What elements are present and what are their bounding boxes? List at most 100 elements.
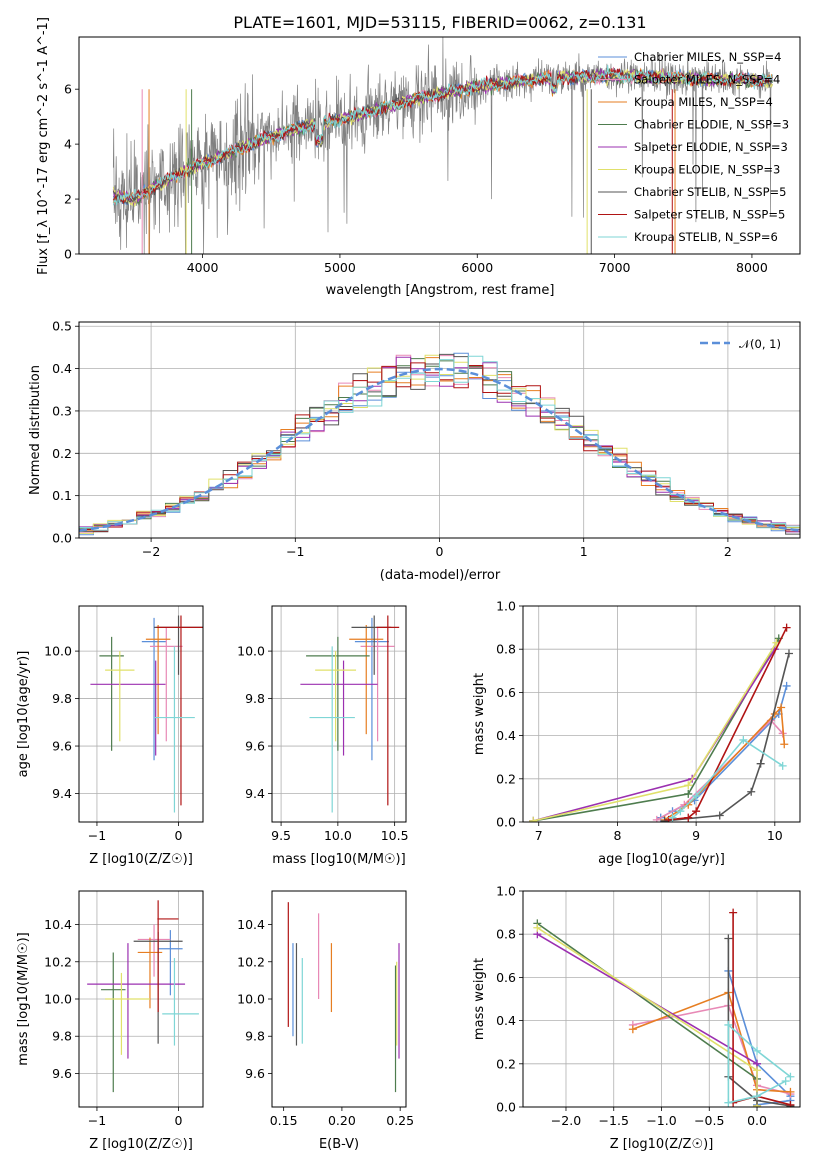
y-tick-label: 10.0 — [44, 992, 72, 1007]
y-tick-label: 9.8 — [245, 1029, 265, 1044]
plot-mass-vs-Z: −1 0 9.6 9.8 10.0 10.2 10.4 Z [log10(Z/Z☉)] mass… — [16, 891, 203, 1152]
plot-ebv: 0.15 0.20 0.25 9.6 9.8 10.0 10.2 10.4 E(B-V) — [237, 891, 414, 1152]
x-axis-label: mass [log10(M/M☉)] — [272, 852, 405, 867]
y-tick-label: 6 — [64, 82, 72, 97]
mass-weight-line — [537, 923, 757, 1106]
mass-weight-marker — [529, 817, 537, 825]
y-tick-label: 2 — [64, 192, 72, 207]
x-tick-label: 4000 — [187, 260, 219, 275]
x-axis-label: Z [log10(Z/Z☉)] — [89, 1137, 193, 1152]
x-tick-label: 10.5 — [381, 828, 409, 843]
y-tick-label: 9.6 — [245, 739, 265, 754]
y-tick-label: 1.0 — [496, 599, 516, 614]
x-axis-label: wavelength [Angstrom, rest frame] — [326, 283, 555, 298]
x-tick-label: 1 — [580, 544, 588, 559]
x-tick-label: 7000 — [599, 260, 631, 275]
y-tick-label: 0.8 — [496, 927, 516, 942]
x-tick-label: 10 — [767, 828, 783, 843]
y-axis-label: mass weight — [472, 958, 487, 1040]
y-axis-label: Normed distribution — [28, 365, 43, 495]
y-tick-label: 9.6 — [245, 1066, 265, 1081]
x-tick-label: −1 — [88, 1113, 106, 1128]
x-tick-label: −1.0 — [646, 1113, 676, 1128]
legend-label: Kroupa ELODIE, N_SSP=3 — [634, 163, 780, 177]
plot-content — [300, 615, 399, 812]
plot-spectrum: 4000 5000 6000 7000 8000 0 2 4 6 PLATE=1601, MJD=… — [36, 13, 800, 298]
y-tick-label: 10.2 — [237, 954, 265, 969]
y-tick-label: 0.2 — [496, 771, 516, 786]
x-tick-label: 8 — [613, 828, 621, 843]
mass-weight-marker — [785, 650, 793, 658]
legend-label: Chabrier ELODIE, N_SSP=3 — [634, 118, 789, 132]
x-axis-label: age [log10(age/yr)] — [598, 852, 725, 867]
chart-title: PLATE=1601, MJD=53115, FIBERID=0062, z=0… — [233, 13, 646, 32]
legend-label: Chabrier STELIB, N_SSP=5 — [634, 185, 786, 199]
legend-label: Kroupa MILES, N_SSP=4 — [634, 95, 773, 109]
y-tick-label: 0.4 — [496, 1013, 516, 1028]
x-tick-label: 7 — [535, 828, 543, 843]
x-tick-label: 0.20 — [328, 1113, 356, 1128]
mass-weight-line — [537, 934, 757, 1106]
x-tick-label: −2 — [142, 544, 160, 559]
y-axis-label: mass [log10(M/M☉)] — [16, 932, 31, 1065]
x-tick-label: −2.0 — [551, 1113, 581, 1128]
figure: 4000 5000 6000 7000 80000246PLATE=1601, MJD=… — [0, 0, 819, 1170]
mass-weight-marker — [783, 624, 791, 632]
y-tick-label: 0.0 — [496, 815, 516, 830]
plot-massweight-vs-age: 7 8 9 10 0.0 0.2 0.4 0.6 0.8 1.0 age [log10(age/yr… — [472, 599, 800, 868]
plot-content — [87, 900, 199, 1092]
y-tick-label: 9.8 — [245, 691, 265, 706]
mass-weight-marker — [729, 909, 737, 917]
x-tick-label: 0.15 — [270, 1113, 298, 1128]
x-tick-label: 9.5 — [271, 828, 291, 843]
mass-weight-marker — [724, 935, 732, 943]
x-tick-label: 0 — [175, 1113, 183, 1128]
axes-frame — [79, 606, 203, 822]
y-tick-label: 0.6 — [496, 685, 516, 700]
plot-residuals: −2 −1 0 1 2 0.0 0.1 0.2 0.3 0.4 0.5 (data-model)/er… — [28, 319, 800, 583]
y-tick-label: 10.0 — [237, 644, 265, 659]
mass-weight-marker — [780, 740, 788, 748]
legend-label: Kroupa STELIB, N_SSP=6 — [634, 230, 778, 244]
y-axis-label: mass weight — [472, 673, 487, 755]
mass-weight-line — [533, 643, 776, 821]
mass-weight-marker — [684, 790, 692, 798]
y-tick-label: 0.6 — [496, 970, 516, 985]
y-tick-label: 0.0 — [496, 1100, 516, 1115]
x-tick-label: 0 — [175, 828, 183, 843]
y-tick-label: 9.8 — [52, 691, 72, 706]
y-tick-label: 10.4 — [44, 917, 72, 932]
plot-age-vs-mass: 9.5 10.0 10.5 9.4 9.6 9.8 10.0 mass [log10(M/M☉… — [237, 606, 408, 867]
mass-weight-line — [533, 649, 775, 821]
y-tick-label: 9.6 — [52, 1066, 72, 1081]
x-tick-label: −1 — [286, 544, 304, 559]
axes-frame — [272, 606, 406, 822]
y-tick-label: 10.4 — [237, 917, 265, 932]
y-tick-label: 10.2 — [44, 954, 72, 969]
axes-frame — [523, 606, 800, 822]
x-tick-label: 8000 — [736, 260, 768, 275]
x-tick-label: 0.25 — [386, 1113, 414, 1128]
y-tick-label: 0.4 — [496, 728, 516, 743]
plot-age-vs-Z: −1 09.49.69.810.0Z [log10(Z/Z☉)]age [log1… — [16, 606, 205, 867]
y-tick-label: 0.2 — [496, 1056, 516, 1071]
mass-weight-line — [661, 686, 787, 818]
x-axis-label: E(B-V) — [319, 1137, 359, 1152]
y-tick-label: 9.4 — [245, 786, 265, 801]
x-tick-label: 2 — [724, 544, 732, 559]
y-tick-label: 4 — [64, 137, 72, 152]
plot-content — [529, 624, 793, 825]
x-tick-label: 10.0 — [324, 828, 352, 843]
y-tick-label: 1.0 — [496, 884, 516, 899]
mass-weight-marker — [783, 682, 791, 690]
x-tick-label: −1.5 — [599, 1113, 629, 1128]
legend-label: Salpeter ELODIE, N_SSP=3 — [634, 140, 788, 154]
y-axis-label: Flux [f_λ 10^-17 erg cm^-2 s^-1 A^-1] — [36, 17, 51, 275]
plot-content — [90, 615, 205, 812]
mass-weight-marker — [786, 1101, 794, 1109]
mass-weight-marker — [782, 1077, 790, 1085]
mass-weight-marker — [629, 1025, 637, 1033]
x-axis-label: (data-model)/error — [380, 568, 501, 583]
y-tick-label: 0.0 — [52, 531, 72, 546]
y-tick-label: 0.8 — [496, 642, 516, 657]
